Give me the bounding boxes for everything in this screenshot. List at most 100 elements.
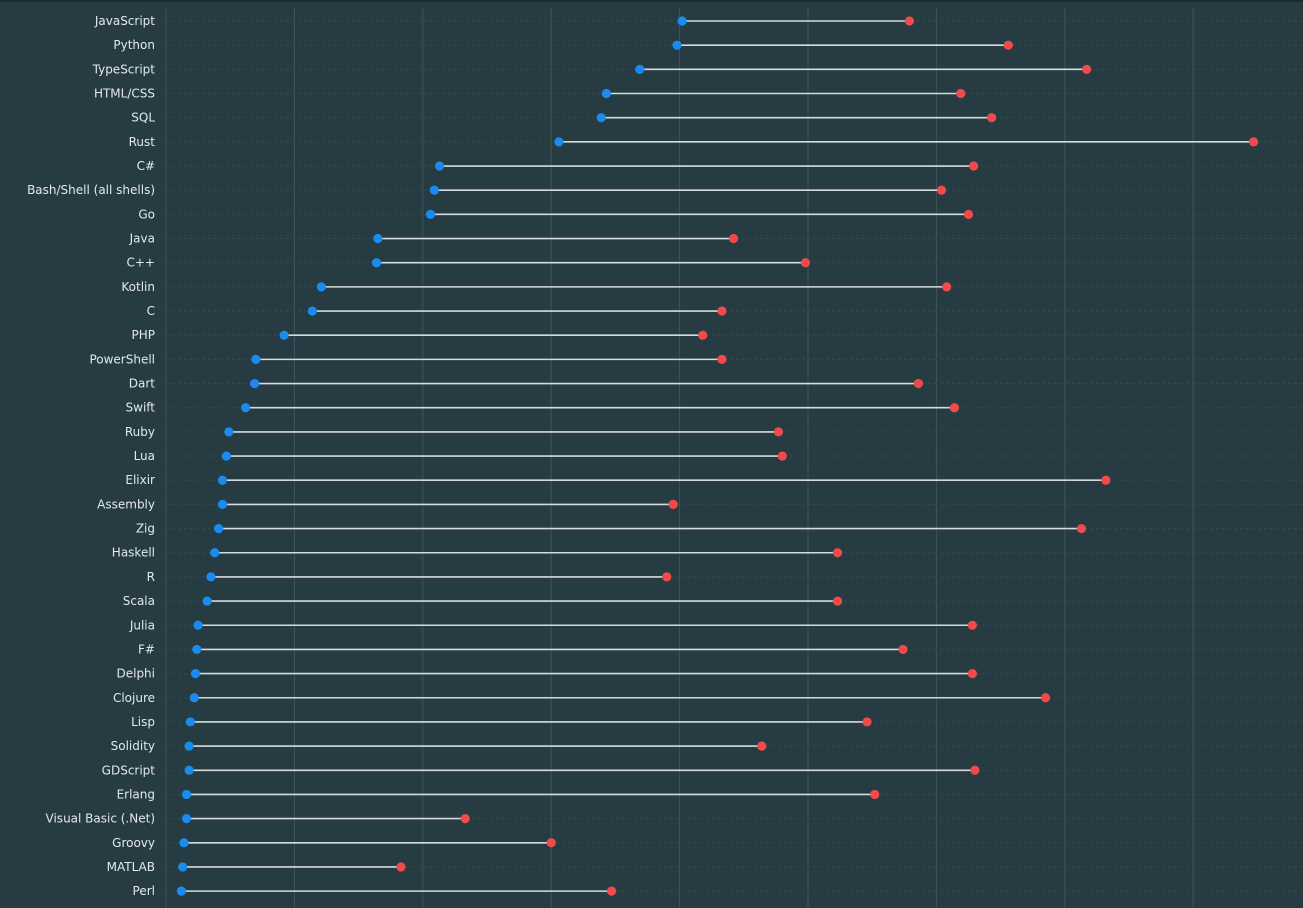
start-point — [677, 16, 687, 26]
category-label: Julia — [129, 618, 155, 632]
category-label: TypeScript — [92, 62, 156, 76]
end-point — [396, 862, 406, 872]
category-label: R — [147, 570, 155, 584]
end-point — [1040, 693, 1051, 703]
start-point — [425, 209, 436, 219]
category-label: PHP — [132, 328, 156, 342]
category-label: Bash/Shell (all shells) — [27, 183, 155, 197]
start-point — [190, 668, 201, 679]
end-point — [773, 427, 784, 437]
end-point — [800, 258, 811, 268]
start-point — [221, 451, 231, 461]
start-point — [206, 572, 216, 582]
start-point — [672, 40, 682, 50]
category-label: Groovy — [112, 836, 155, 850]
end-point — [970, 765, 980, 775]
rows: JavaScript Python TypeScript HTML/CSS SQL Rus… — [27, 14, 1259, 898]
category-label: Perl — [133, 884, 155, 898]
end-point — [987, 113, 997, 123]
start-point — [596, 113, 606, 123]
end-point — [662, 572, 672, 582]
category-label: Java — [129, 232, 155, 246]
start-point — [224, 427, 234, 437]
category-label: Delphi — [116, 667, 155, 681]
end-point — [969, 161, 979, 171]
category-label: Assembly — [97, 497, 155, 511]
start-point — [601, 88, 612, 99]
category-label: Rust — [129, 135, 156, 149]
end-point — [898, 644, 908, 655]
start-point — [434, 161, 445, 171]
end-point — [832, 596, 843, 606]
end-point — [1082, 64, 1092, 74]
end-point — [1076, 523, 1087, 534]
category-label: Elixir — [125, 473, 155, 487]
end-point — [963, 209, 974, 219]
category-label: C — [147, 304, 155, 318]
start-point — [178, 862, 188, 872]
start-point — [214, 523, 224, 534]
category-label: Erlang — [117, 787, 155, 801]
category-label: Python — [113, 38, 155, 52]
start-point — [189, 693, 199, 703]
start-point — [184, 741, 194, 751]
category-label: Scala — [123, 594, 155, 608]
start-point — [217, 499, 228, 509]
start-point — [181, 814, 192, 824]
start-point — [202, 596, 212, 606]
end-point — [668, 499, 678, 509]
start-point — [307, 306, 317, 316]
start-point — [554, 137, 564, 147]
end-point — [546, 838, 556, 848]
start-point — [193, 620, 203, 630]
category-label: Visual Basic (.Net) — [46, 812, 155, 826]
category-label: C# — [137, 159, 155, 173]
category-label: Clojure — [113, 691, 155, 705]
end-point — [936, 185, 947, 195]
category-label: Swift — [126, 401, 156, 415]
start-point — [179, 838, 189, 848]
end-point — [717, 354, 727, 364]
category-label: Ruby — [125, 425, 155, 439]
end-point — [904, 16, 915, 26]
category-label: GDScript — [102, 763, 156, 777]
category-label: Haskell — [112, 546, 155, 560]
category-label: MATLAB — [107, 860, 155, 874]
end-point — [606, 886, 617, 896]
start-point — [210, 548, 220, 558]
category-label: Zig — [136, 522, 155, 536]
end-point — [832, 548, 843, 558]
start-point — [176, 886, 187, 896]
end-point — [956, 88, 966, 99]
category-label: F# — [138, 642, 155, 656]
start-point — [251, 354, 261, 364]
start-point — [249, 378, 260, 389]
start-point — [192, 644, 202, 655]
category-label: Solidity — [111, 739, 155, 753]
start-point — [371, 258, 382, 268]
category-label: HTML/CSS — [94, 87, 155, 101]
category-label: Dart — [129, 377, 156, 391]
top-border — [0, 0, 1303, 2]
start-point — [316, 282, 326, 292]
start-point — [279, 330, 289, 340]
start-point — [373, 233, 383, 244]
start-point — [241, 403, 251, 413]
end-point — [728, 233, 739, 244]
start-point — [635, 64, 645, 74]
end-point — [870, 789, 880, 800]
end-point — [1101, 475, 1111, 485]
start-point — [181, 789, 192, 800]
end-point — [862, 717, 872, 727]
end-point — [967, 668, 977, 679]
category-label: Lisp — [131, 715, 155, 729]
end-point — [949, 403, 959, 413]
end-point — [717, 306, 727, 316]
category-label: Kotlin — [121, 280, 155, 294]
end-point — [942, 282, 952, 292]
category-label: SQL — [131, 111, 155, 125]
category-label: Lua — [134, 449, 155, 463]
category-label: PowerShell — [89, 352, 155, 366]
start-point — [185, 717, 195, 727]
